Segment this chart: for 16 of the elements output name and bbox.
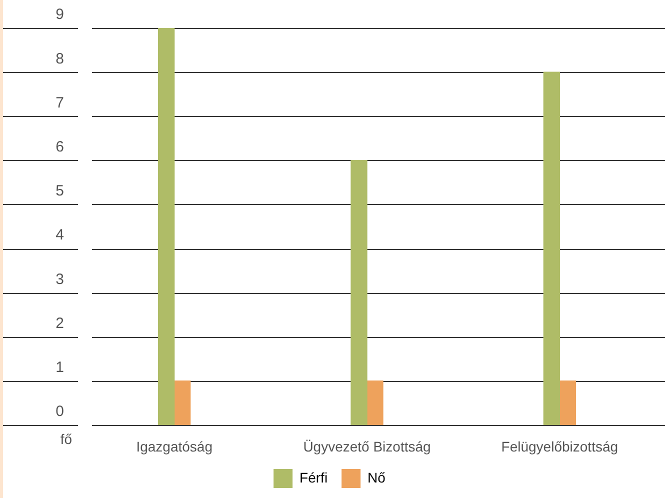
- y-tick-label: 1: [56, 359, 64, 376]
- y-axis-title: fő: [60, 430, 72, 447]
- y-tick-label: 3: [56, 270, 64, 288]
- y-tick-label: 0: [56, 403, 64, 420]
- y-tick-label: 5: [56, 182, 64, 200]
- y-tick-label: 9: [56, 6, 64, 24]
- y-tick-label: 2: [56, 314, 64, 332]
- x-tick-label: Felügyelőbizottság: [501, 438, 618, 454]
- y-tick-label: 6: [56, 138, 64, 156]
- y-tick-label: 4: [56, 226, 64, 244]
- legend-label: Nő: [368, 469, 386, 486]
- y-tick-label: 7: [56, 94, 64, 112]
- x-tick-label: Igazgatóság: [136, 438, 212, 454]
- x-tick-label: Ügyvezető Bizottság: [303, 438, 431, 454]
- legend-label: Férfi: [300, 469, 328, 486]
- y-tick-label: 8: [56, 50, 64, 68]
